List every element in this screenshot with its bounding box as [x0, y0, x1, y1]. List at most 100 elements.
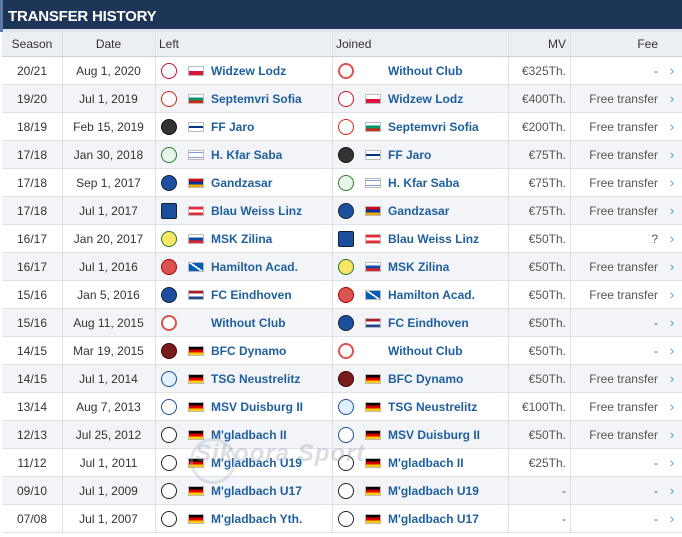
left-club-link[interactable]: Blau Weiss Linz: [211, 203, 303, 218]
gladbach-crest-icon[interactable]: [161, 426, 177, 443]
joined-club-link[interactable]: FC Eindhoven: [388, 315, 469, 330]
row-expand-button[interactable]: ›: [662, 169, 682, 196]
hamilton-crest-icon[interactable]: [161, 258, 177, 275]
table-row[interactable]: 18/19 Feb 15, 2019 FF Jaro Septemvri Sofia €…: [2, 113, 682, 141]
without-club-crest-icon[interactable]: [338, 62, 354, 79]
left-club-link[interactable]: M'gladbach Yth.: [211, 511, 303, 526]
row-expand-button[interactable]: ›: [662, 449, 682, 476]
left-club-link[interactable]: BFC Dynamo: [211, 343, 287, 358]
left-club-link[interactable]: MSV Duisburg II: [211, 399, 304, 414]
joined-club-link[interactable]: M'gladbach U19: [388, 483, 479, 498]
table-row[interactable]: 19/20 Jul 1, 2019 Septemvri Sofia Widzew Lo…: [2, 85, 682, 113]
joined-club-link[interactable]: M'gladbach II: [388, 455, 464, 470]
left-club-link[interactable]: TSG Neustrelitz: [211, 371, 301, 386]
row-expand-button[interactable]: ›: [662, 505, 682, 532]
table-row[interactable]: 20/21 Aug 1, 2020 Widzew Lodz Without Club €…: [2, 57, 682, 85]
left-club-link[interactable]: M'gladbach U17: [211, 483, 302, 498]
gandzasar-crest-icon[interactable]: [338, 202, 354, 219]
table-row[interactable]: 13/14 Aug 7, 2013 MSV Duisburg II TSG Neust…: [2, 393, 682, 421]
row-expand-button[interactable]: ›: [662, 253, 682, 280]
widzew-crest-icon[interactable]: [161, 62, 177, 79]
column-header-left[interactable]: Left: [159, 37, 180, 51]
duisburg-crest-icon[interactable]: [338, 426, 354, 443]
blau-weiss-crest-icon[interactable]: [338, 230, 354, 247]
joined-club-link[interactable]: Gandzasar: [388, 203, 450, 218]
gladbach-crest-icon[interactable]: [338, 454, 354, 471]
kfar-saba-crest-icon[interactable]: [161, 146, 177, 163]
gladbach-crest-icon[interactable]: [338, 482, 354, 499]
left-club-link[interactable]: FF Jaro: [211, 119, 255, 134]
joined-club-link[interactable]: TSG Neustrelitz: [388, 399, 478, 414]
gladbach-crest-icon[interactable]: [161, 454, 177, 471]
blau-weiss-crest-icon[interactable]: [161, 202, 177, 219]
table-row[interactable]: 15/16 Jan 5, 2016 FC Eindhoven Hamilton Aca…: [2, 281, 682, 309]
row-expand-button[interactable]: ›: [662, 421, 682, 448]
joined-club-link[interactable]: Septemvri Sofia: [388, 119, 479, 134]
table-row[interactable]: 14/15 Jul 1, 2014 TSG Neustrelitz BFC Dynam…: [2, 365, 682, 393]
left-club-link[interactable]: M'gladbach II: [211, 427, 287, 442]
kfar-saba-crest-icon[interactable]: [338, 174, 354, 191]
table-row[interactable]: 12/13 Jul 25, 2012 M'gladbach II MSV Duisbu…: [2, 421, 682, 449]
joined-club-link[interactable]: MSV Duisburg II: [388, 427, 481, 442]
joined-club-link[interactable]: M'gladbach U17: [388, 511, 479, 526]
joined-club-link[interactable]: Hamilton Acad.: [388, 287, 475, 302]
left-club-link[interactable]: M'gladbach U19: [211, 455, 302, 470]
zilina-crest-icon[interactable]: [161, 230, 177, 247]
gladbach-crest-icon[interactable]: [161, 482, 177, 499]
bfc-dynamo-crest-icon[interactable]: [161, 342, 177, 359]
row-expand-button[interactable]: ›: [662, 197, 682, 224]
hamilton-crest-icon[interactable]: [338, 286, 354, 303]
left-club-link[interactable]: Gandzasar: [211, 175, 273, 190]
table-row[interactable]: 17/18 Jan 30, 2018 H. Kfar Saba FF Jaro €75T…: [2, 141, 682, 169]
row-expand-button[interactable]: ›: [662, 337, 682, 364]
table-row[interactable]: 16/17 Jan 20, 2017 MSK Zilina Blau Weiss Li…: [2, 225, 682, 253]
without-club-crest-icon[interactable]: [338, 342, 354, 359]
row-expand-button[interactable]: ›: [662, 281, 682, 308]
joined-club-link[interactable]: FF Jaro: [388, 147, 432, 162]
ff-jaro-crest-icon[interactable]: [161, 118, 177, 135]
row-expand-button[interactable]: ›: [662, 113, 682, 140]
joined-club-link[interactable]: Widzew Lodz: [388, 91, 464, 106]
widzew-crest-icon[interactable]: [338, 90, 354, 107]
row-expand-button[interactable]: ›: [662, 393, 682, 420]
row-expand-button[interactable]: ›: [662, 365, 682, 392]
neustrelitz-crest-icon[interactable]: [161, 370, 177, 387]
septemvri-crest-icon[interactable]: [338, 118, 354, 135]
duisburg-crest-icon[interactable]: [161, 398, 177, 415]
joined-club-link[interactable]: BFC Dynamo: [388, 371, 464, 386]
left-club-link[interactable]: Septemvri Sofia: [211, 91, 302, 106]
left-club-link[interactable]: MSK Zilina: [211, 231, 273, 246]
joined-club-link[interactable]: H. Kfar Saba: [388, 175, 460, 190]
row-expand-button[interactable]: ›: [662, 477, 682, 504]
joined-club-link[interactable]: MSK Zilina: [388, 259, 450, 274]
table-row[interactable]: 09/10 Jul 1, 2009 M'gladbach U17 M'gladbach…: [2, 477, 682, 505]
table-row[interactable]: 17/18 Jul 1, 2017 Blau Weiss Linz Gandzasar…: [2, 197, 682, 225]
septemvri-crest-icon[interactable]: [161, 90, 177, 107]
zilina-crest-icon[interactable]: [338, 258, 354, 275]
neustrelitz-crest-icon[interactable]: [338, 398, 354, 415]
table-row[interactable]: 14/15 Mar 19, 2015 BFC Dynamo Without Club €…: [2, 337, 682, 365]
without-club-crest-icon[interactable]: [161, 314, 177, 331]
joined-club-link[interactable]: Without Club: [388, 63, 463, 78]
row-expand-button[interactable]: ›: [662, 57, 682, 84]
left-club-link[interactable]: H. Kfar Saba: [211, 147, 283, 162]
column-header-mv[interactable]: MV: [548, 37, 566, 51]
joined-club-link[interactable]: Blau Weiss Linz: [388, 231, 480, 246]
row-expand-button[interactable]: ›: [662, 225, 682, 252]
eindhoven-crest-icon[interactable]: [338, 314, 354, 331]
ff-jaro-crest-icon[interactable]: [338, 146, 354, 163]
gladbach-crest-icon[interactable]: [338, 510, 354, 527]
column-header-season[interactable]: Season: [11, 37, 53, 51]
row-expand-button[interactable]: ›: [662, 141, 682, 168]
table-row[interactable]: 15/16 Aug 11, 2015 Without Club FC Eindhove…: [2, 309, 682, 337]
left-club-link[interactable]: FC Eindhoven: [211, 287, 292, 302]
table-row[interactable]: 07/08 Jul 1, 2007 M'gladbach Yth. M'gladbac…: [2, 505, 682, 533]
row-expand-button[interactable]: ›: [662, 309, 682, 336]
eindhoven-crest-icon[interactable]: [161, 286, 177, 303]
table-row[interactable]: 16/17 Jul 1, 2016 Hamilton Acad. MSK Zilina…: [2, 253, 682, 281]
left-club-link[interactable]: Hamilton Acad.: [211, 259, 298, 274]
left-club-link[interactable]: Without Club: [211, 315, 286, 330]
joined-club-link[interactable]: Without Club: [388, 343, 463, 358]
column-header-date[interactable]: Date: [95, 37, 122, 51]
left-club-link[interactable]: Widzew Lodz: [211, 63, 287, 78]
